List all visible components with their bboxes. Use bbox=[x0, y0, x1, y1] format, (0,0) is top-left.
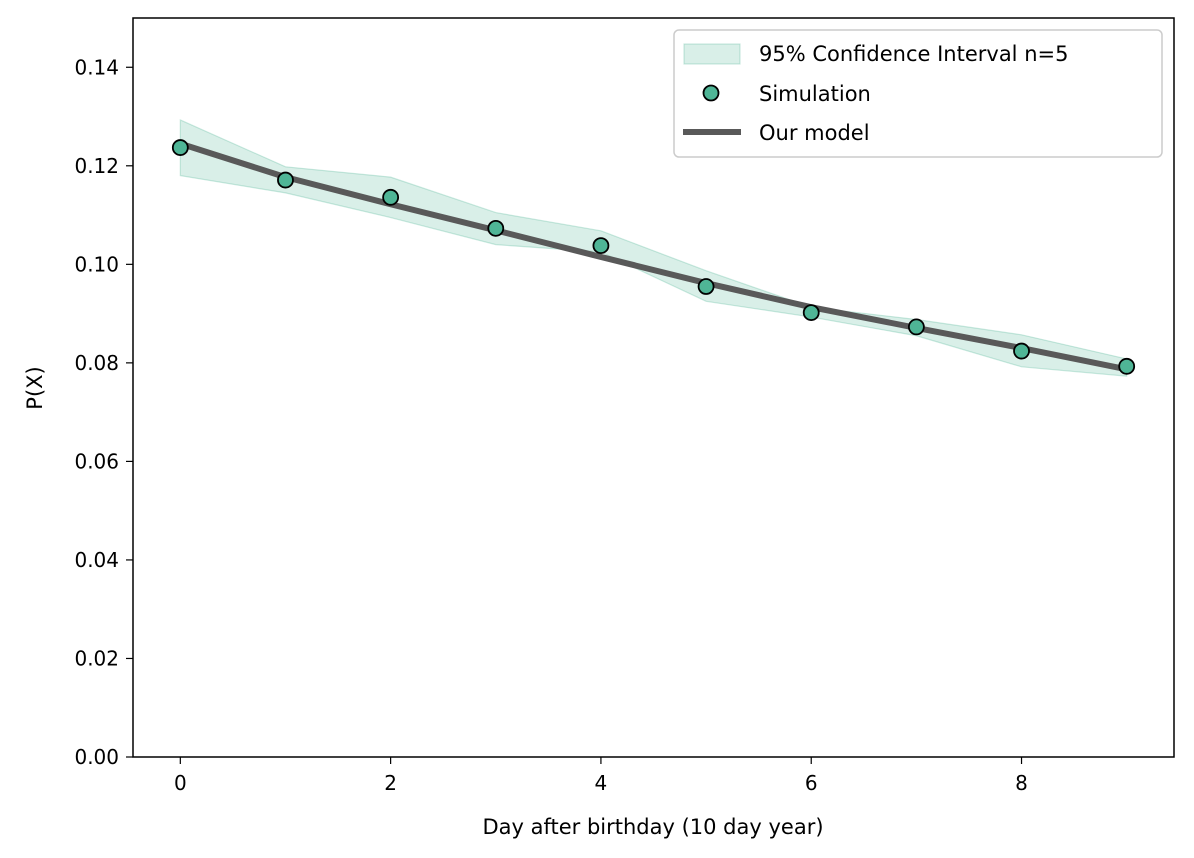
model-line bbox=[179, 140, 1128, 373]
x-axis-ticks: 0 2 4 6 8 bbox=[174, 757, 1028, 795]
x-tick-label: 4 bbox=[595, 771, 608, 795]
model-line-layer bbox=[179, 140, 1128, 373]
y-axis-label: P(X) bbox=[23, 366, 47, 409]
y-tick-label: 0.10 bbox=[74, 252, 119, 276]
confidence-band-layer bbox=[179, 119, 1128, 377]
simulation-point bbox=[697, 278, 715, 295]
x-tick-label: 0 bbox=[174, 771, 187, 795]
y-tick-label: 0.06 bbox=[74, 449, 119, 473]
simulation-point bbox=[1013, 342, 1030, 360]
y-tick-label: 0.08 bbox=[74, 351, 119, 375]
simulation-markers-layer bbox=[171, 139, 1136, 375]
x-axis-label: Day after birthday (10 day year) bbox=[482, 815, 823, 839]
y-tick-label: 0.02 bbox=[74, 646, 119, 670]
simulation-point bbox=[171, 139, 189, 156]
legend-label-simulation: Simulation bbox=[759, 82, 871, 106]
simulation-point bbox=[487, 219, 505, 237]
legend-box bbox=[673, 29, 1163, 158]
legend-label-confidence-interval: 95% Confidence Interval n=5 bbox=[759, 42, 1068, 66]
simulation-point bbox=[382, 188, 400, 206]
y-tick-label: 0.14 bbox=[74, 55, 119, 79]
x-tick-label: 2 bbox=[384, 771, 397, 795]
y-tick-label: 0.12 bbox=[74, 154, 119, 178]
simulation-point bbox=[802, 304, 820, 322]
x-tick-label: 8 bbox=[1015, 771, 1028, 795]
y-axis-ticks: 0.00 0.02 0.04 0.06 0.08 0.10 0.12 0.14 bbox=[74, 55, 133, 769]
y-tick-label: 0.00 bbox=[74, 745, 119, 769]
legend-marker-swatch bbox=[702, 84, 720, 102]
legend-band-swatch bbox=[683, 43, 741, 65]
simulation-point bbox=[1118, 357, 1136, 375]
simulation-point bbox=[592, 237, 610, 255]
confidence-band bbox=[179, 119, 1128, 377]
legend: 95% Confidence Interval n=5 Simulation O… bbox=[673, 29, 1163, 158]
legend-label-our-model: Our model bbox=[759, 121, 870, 145]
y-tick-label: 0.04 bbox=[74, 548, 119, 572]
plot-frame bbox=[132, 17, 1175, 758]
simulation-point bbox=[907, 318, 925, 336]
simulation-point bbox=[277, 171, 294, 189]
x-tick-label: 6 bbox=[805, 771, 818, 795]
